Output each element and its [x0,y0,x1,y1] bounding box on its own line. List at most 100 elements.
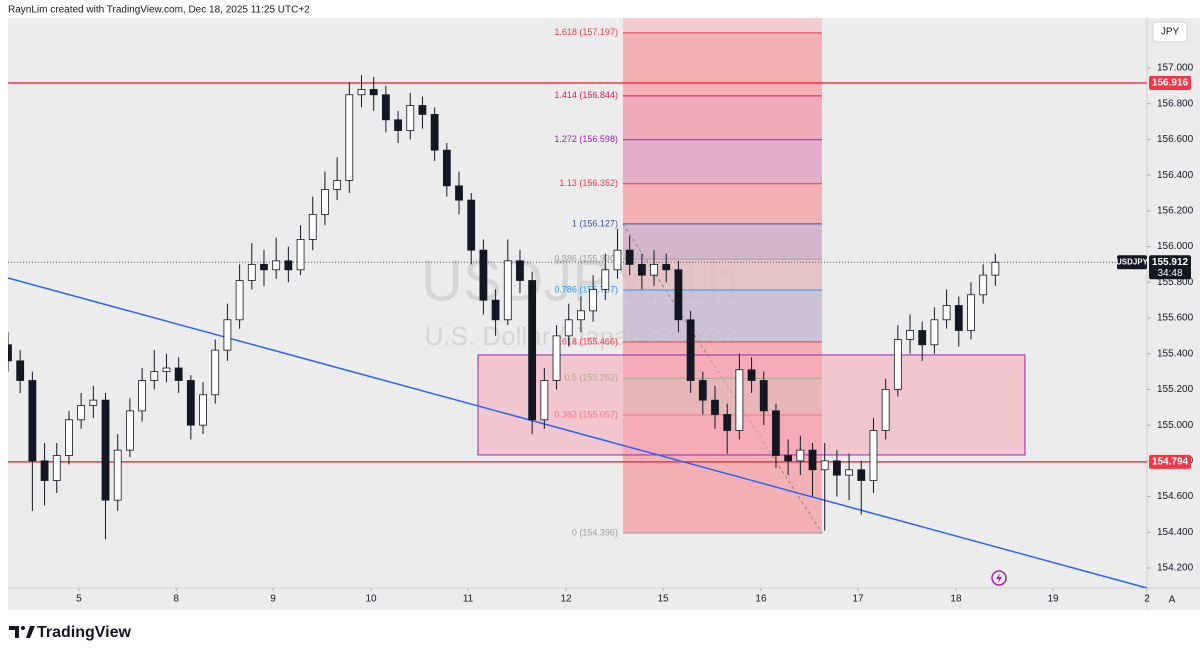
last-price-tag [1149,255,1191,280]
price-tag [1149,454,1191,469]
y-tick-label: 155.600 [1157,313,1194,324]
candle-body [369,89,378,96]
candle-body [503,260,512,321]
y-tick-label: 156.800 [1157,98,1194,109]
candle-body [308,214,317,240]
x-tick-label: 12 [560,594,572,605]
candle-body [796,449,805,462]
symbol-tag-label: USDJPY [1116,257,1149,266]
candle-body [174,367,183,381]
chart-background [8,18,1200,610]
fib-band [622,32,823,96]
candle-body [637,264,646,276]
alert-icon[interactable] [991,570,1007,586]
candle-body [467,199,476,251]
y-tick-label: 154.600 [1157,491,1194,502]
y-tick-label: 155.200 [1157,384,1194,395]
candle-body [881,389,890,431]
countdown-label: 34:48 [1157,268,1182,279]
fib-level-label: 0 (154.396) [572,527,618,537]
candle-body [125,410,134,451]
candle-body [601,269,610,290]
candle-body [394,119,402,131]
candle-body [662,264,671,271]
y-tick-label: 156.400 [1157,170,1194,181]
candle-body [808,449,817,471]
currency-label[interactable]: JPY [1161,27,1180,38]
candle-body [52,455,61,481]
fib-level-label: 1.618 (157.197) [554,27,618,37]
trend-line [8,277,1147,588]
y-tick-label: 154.200 [1157,563,1194,574]
candle-body [528,280,537,421]
candle-body [260,264,268,271]
footer-brand: TradingView [37,624,132,641]
candle-body [979,274,988,296]
candle-body [186,380,195,426]
candle-body [333,180,342,190]
candle-body [906,330,914,340]
candle-body [857,469,866,481]
x-tick-label: 10 [365,594,377,605]
candle-body [564,319,573,337]
candle-body [784,455,793,462]
candle-body [223,319,232,351]
autoscale-button[interactable]: A [1169,595,1176,606]
candle-body [321,189,329,215]
candle-body [8,344,12,362]
price-tag [1149,76,1191,90]
fib-level-label: 1.272 (156.598) [554,134,618,144]
x-tick-label: 5 [76,594,82,605]
y-tick-label: 155.000 [1157,420,1194,431]
candle-body [418,105,427,115]
candle-body [40,460,49,481]
candle-body [28,380,37,462]
y-tick-label: 156.000 [1157,241,1194,252]
price-tag-label: 154.794 [1152,457,1189,468]
logo-slash [26,626,35,638]
candle-body [772,410,780,456]
last-price-label: 155.912 [1152,257,1189,268]
y-tick-label: 155.800 [1157,277,1194,288]
plot-area: 1.618 (157.197) 1.414 (156.844) 1.272 (156… [8,18,1147,588]
candle-body [430,114,439,151]
candle-body [16,360,25,381]
fib-level-label: 1 (156.127) [572,218,618,228]
candle-body [967,294,975,331]
x-tick-label: 16 [755,594,767,605]
candle-body [674,269,683,321]
candle-body [991,261,1000,276]
fib-band [622,95,823,140]
candle-body [711,399,719,415]
candle-body [930,319,939,346]
candle-body [406,105,415,131]
candle-body [723,414,732,431]
logo-mark [9,626,19,638]
fib-level-label: 0.786 (155.757) [554,284,618,294]
candle-body [479,249,488,301]
candle-body [77,405,86,421]
fib-level-label: 1.414 (156.844) [554,90,618,100]
candle-body [845,469,853,476]
candle-body [113,449,122,501]
candle-body [552,335,561,381]
candle-body [455,185,463,201]
candle-body [869,430,878,481]
logo-dot [21,626,25,630]
x-tick-label: 2 [1144,594,1150,605]
candle-body [211,349,220,396]
currency-badge[interactable] [1152,21,1188,43]
x-tick-label: 19 [1047,594,1059,605]
y-tick-label: 155.400 [1157,348,1194,359]
candle-body [101,399,110,501]
candle-body [942,305,951,321]
fib-band [622,289,823,342]
candle-body [442,149,451,187]
candle-body [65,419,73,456]
fib-band [622,139,823,184]
header-credit: RaynLim created with TradingView.com, De… [8,5,310,16]
fib-band [622,223,823,260]
candle-body [284,260,293,271]
candle-body [150,371,159,381]
